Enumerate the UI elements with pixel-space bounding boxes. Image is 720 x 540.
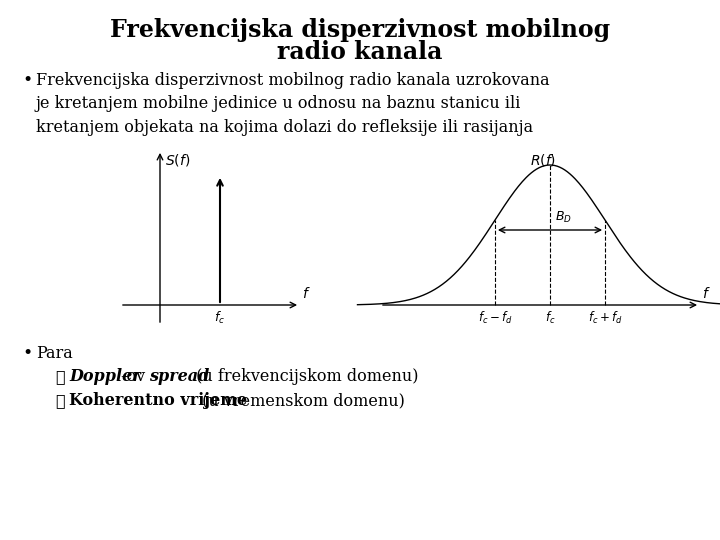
Text: $f$: $f$ [702,286,711,301]
Text: Koherentno vrijeme: Koherentno vrijeme [69,392,247,409]
Text: -ov: -ov [121,368,150,385]
Text: Para: Para [36,345,73,362]
Text: $S(f)$: $S(f)$ [165,152,190,168]
Text: $B_D$: $B_D$ [555,210,572,225]
Text: Frekvencijska disperzivnost mobilnog radio kanala uzrokovana
je kretanjem mobiln: Frekvencijska disperzivnost mobilnog rad… [36,72,549,136]
Text: $f_c$: $f_c$ [545,310,555,326]
Text: spread: spread [149,368,210,385]
Text: $R(f)$: $R(f)$ [530,152,556,168]
Text: ✓: ✓ [55,368,65,385]
Text: $f_c+f_d$: $f_c+f_d$ [588,310,622,326]
Text: radio kanala: radio kanala [277,40,443,64]
Text: ✓: ✓ [55,392,65,409]
Text: $f$: $f$ [302,286,310,301]
Text: (u vremenskom domenu): (u vremenskom domenu) [197,392,405,409]
Text: Frekvencijska disperzivnost mobilnog: Frekvencijska disperzivnost mobilnog [110,18,610,42]
Text: •: • [22,72,32,89]
Text: Doppler: Doppler [69,368,140,385]
Text: $f_c-f_d$: $f_c-f_d$ [477,310,513,326]
Text: (u frekvencijskom domenu): (u frekvencijskom domenu) [191,368,418,385]
Text: •: • [22,345,32,362]
Text: $f_c$: $f_c$ [215,310,225,326]
